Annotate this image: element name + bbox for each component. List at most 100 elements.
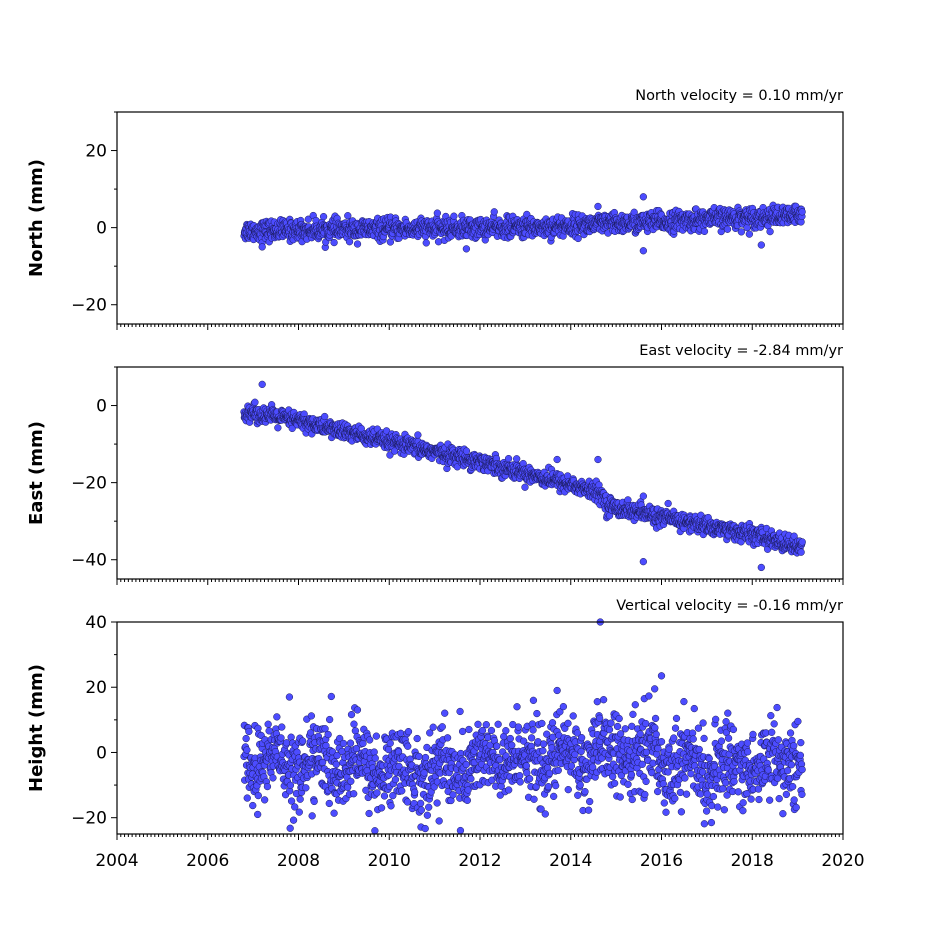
height-data-point [415,752,423,761]
north-outlier-point [639,193,647,201]
height-data-point [286,781,295,789]
east-data-point [521,483,529,491]
east-data-point [462,447,471,455]
height-data-point [339,739,348,748]
east-data-point [513,455,521,463]
height-data-point [506,734,514,743]
height-data-point [372,732,381,740]
north-data-point [345,238,354,246]
height-data-point [599,696,608,704]
east-outlier-point [639,492,647,500]
height-data-point [261,796,269,804]
height-data-point [564,719,572,727]
height-data-point [310,797,318,806]
east-ylabel: East (mm) [26,421,47,525]
north-outlier-point [639,247,647,255]
height-data-point [308,812,316,820]
height-data-point [559,702,568,711]
height-data-point [380,792,389,800]
height-data-point [443,734,452,742]
height-data-point [416,799,425,808]
height-data-point [249,801,257,810]
height-data-point [377,804,386,812]
height-data-point [298,737,307,745]
height-data-point [615,714,623,723]
height-y-tick-label: 40 [85,613,107,633]
north-outlier-point [258,243,266,251]
height-data-point [467,775,475,783]
north-data-point [737,228,745,236]
east-outlier-point [639,558,647,566]
height-data-point [564,785,572,794]
height-data-point [605,726,614,734]
height-data-point [642,777,650,786]
east-outlier-point [258,380,266,389]
north-outlier-point [594,202,602,211]
height-data-point [529,726,537,734]
height-data-point [295,808,303,816]
north-data-point [743,223,751,232]
height-data-point [487,726,496,735]
north-data-point [330,238,338,247]
height-data-point [332,760,340,769]
height-data-point [474,720,482,728]
height-data-point [289,816,298,824]
height-data-point [302,784,310,792]
height-data-point [423,811,432,819]
height-y-tick-label: −20 [71,809,107,829]
height-data-point [554,766,562,775]
east-data-point [251,398,259,406]
height-data-point [433,799,441,807]
height-data-point [508,741,516,749]
height-data-point [404,742,412,750]
height-data-point [550,792,558,801]
height-data-point [441,709,449,717]
height-data-point [544,783,553,791]
north-y-tick-label: −20 [71,296,107,316]
north-data-point [434,238,443,246]
height-data-point [581,788,589,796]
east-outlier-point [553,455,561,464]
height-data-point [365,809,373,818]
height-data-point [627,771,636,779]
height-data-point [273,713,281,721]
height-data-point [478,726,487,735]
height-data-point [482,721,490,729]
height-y-tick-label: 0 [96,743,107,763]
height-data-point [351,727,360,735]
east-data-point [664,499,672,508]
height-data-point [456,707,464,716]
height-data-point [398,787,406,795]
height-data-point [327,692,335,701]
height-data-point [371,827,379,835]
height-data-point [624,780,632,788]
height-data-point [347,777,355,785]
height-data-point [463,796,472,805]
height-data-point [527,734,536,742]
height-data-point [530,795,538,803]
north-y-tick-label: 20 [85,142,107,162]
height-data-point [584,806,593,814]
height-data-point [636,730,644,738]
height-data-point [494,720,502,728]
height-data-point [462,760,470,769]
north-data-point [766,227,774,236]
height-data-point [516,772,524,780]
height-data-point [613,722,622,731]
height-data-point [607,719,615,727]
height-data-point [344,783,352,791]
height-data-point [371,754,379,762]
height-data-point [277,734,285,742]
height-data-point [567,762,576,770]
north-y-tick-label: 0 [96,219,107,239]
height-data-point [449,791,457,799]
height-y-tick-label: 20 [85,678,107,698]
north-outlier-point [462,245,471,253]
east-y-tick-label: −20 [71,474,107,494]
east-data-point [797,548,805,556]
north-data-point [723,225,732,233]
height-data-point [465,725,473,734]
height-data-point [347,710,356,719]
north-data-point [304,215,312,223]
